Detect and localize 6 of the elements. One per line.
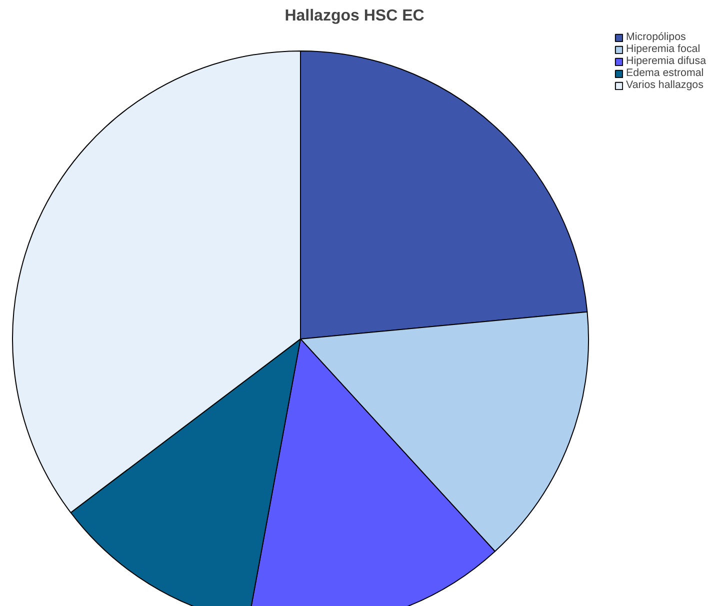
legend-label: Varios hallazgos (626, 79, 704, 91)
legend-label: Edema estromal (626, 67, 704, 79)
chart-title: Hallazgos HSC EC (284, 8, 425, 24)
legend-label: Hiperemia difusa (626, 55, 706, 67)
legend-label: Hiperemia focal (626, 43, 700, 55)
legend-label: Micropólipos (626, 31, 686, 43)
